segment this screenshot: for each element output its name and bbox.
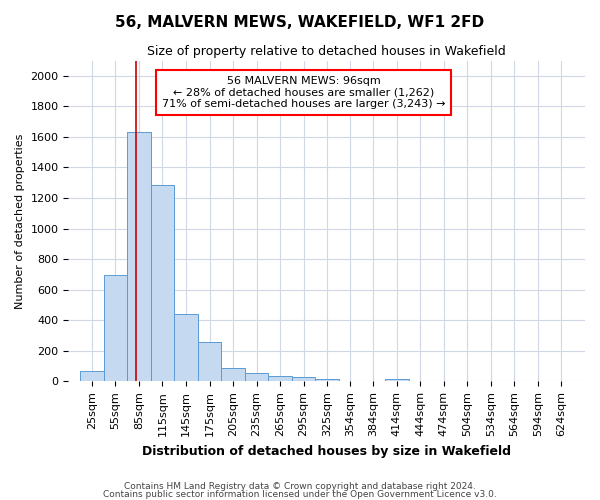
Text: 56 MALVERN MEWS: 96sqm
← 28% of detached houses are smaller (1,262)
71% of semi-: 56 MALVERN MEWS: 96sqm ← 28% of detached… (162, 76, 445, 109)
Bar (292, 376, 316, 382)
Bar (385, 379, 409, 382)
Bar (80, 372, 104, 382)
Bar (221, 368, 245, 382)
X-axis label: Distribution of detached houses by size in Wakefield: Distribution of detached houses by size … (142, 444, 511, 458)
Bar (104, 275, 127, 382)
Text: Contains HM Land Registry data © Crown copyright and database right 2024.: Contains HM Land Registry data © Crown c… (124, 482, 476, 491)
Bar (151, 185, 174, 382)
Text: 56, MALVERN MEWS, WAKEFIELD, WF1 2FD: 56, MALVERN MEWS, WAKEFIELD, WF1 2FD (115, 15, 485, 30)
Bar (127, 132, 151, 382)
Bar (198, 342, 221, 382)
Bar (174, 314, 198, 382)
Bar (268, 376, 292, 382)
Text: Contains public sector information licensed under the Open Government Licence v3: Contains public sector information licen… (103, 490, 497, 499)
Bar (316, 379, 339, 382)
Bar (245, 373, 268, 382)
Title: Size of property relative to detached houses in Wakefield: Size of property relative to detached ho… (148, 45, 506, 58)
Y-axis label: Number of detached properties: Number of detached properties (15, 133, 25, 308)
